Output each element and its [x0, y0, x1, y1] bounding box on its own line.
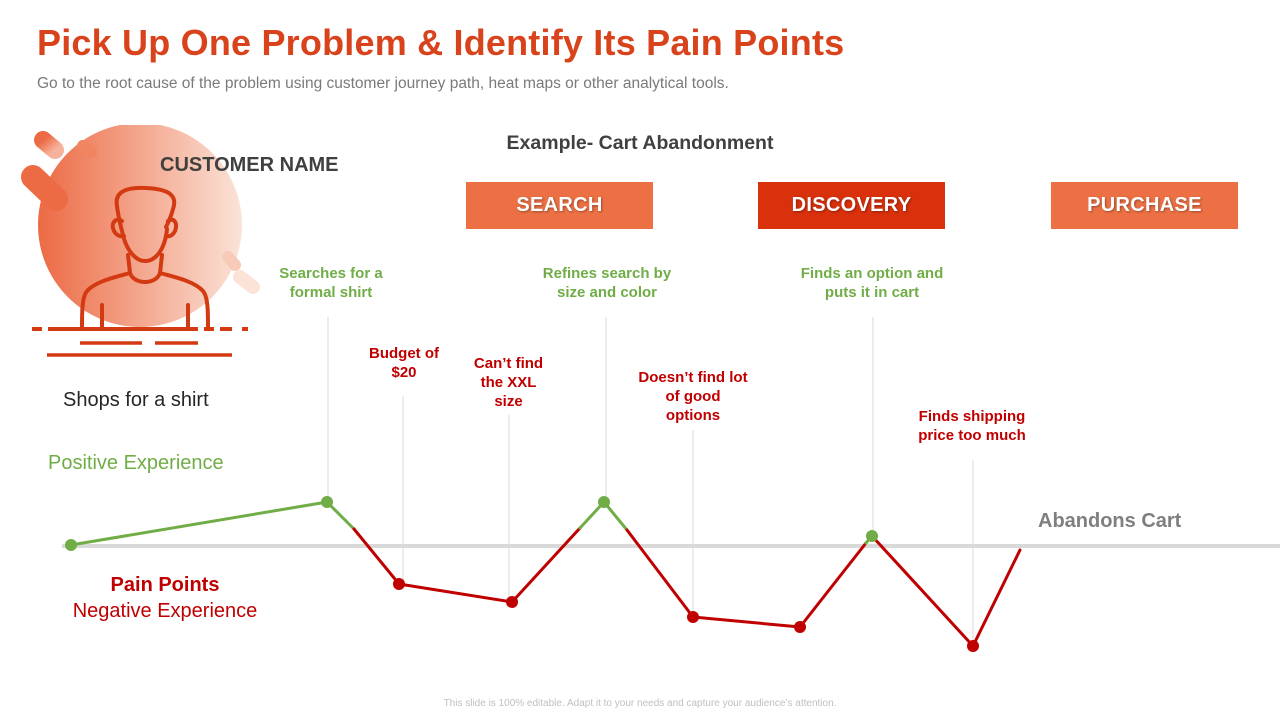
stage-search: SEARCH: [466, 182, 653, 229]
journey-point-negative: [967, 640, 979, 652]
journey-point-positive: [598, 496, 610, 508]
customer-name-label: CUSTOMER NAME: [160, 154, 339, 176]
journey-point-negative: [506, 596, 518, 608]
journey-point-positive: [65, 539, 77, 551]
journey-segment-positive: [602, 500, 629, 532]
journey-segment-negative: [510, 526, 582, 604]
footer-note: This slide is 100% editable. Adapt it to…: [443, 698, 837, 709]
journey-point-negative: [687, 611, 699, 623]
event-label: Doesn’t find lot of good options: [638, 369, 748, 424]
journey-segment-negative: [352, 527, 401, 586]
positive-experience-label: Positive Experience: [48, 452, 224, 474]
journey-segment-negative: [397, 582, 514, 604]
pain-points-label: Pain Points: [110, 574, 220, 596]
event-label: Finds an option and puts it in cart: [800, 265, 944, 301]
journey-segment-negative: [870, 534, 975, 648]
end-label: Abandons Cart: [1038, 510, 1182, 532]
journey-point-negative: [393, 578, 405, 590]
journey-point-positive: [866, 530, 878, 542]
journey-segment-positive: [325, 500, 356, 531]
event-label: Searches for a formal shirt: [279, 265, 383, 301]
page-subtitle: Go to the root cause of the problem usin…: [37, 75, 729, 92]
start-label: Shops for a shirt: [63, 389, 209, 411]
event-label: Finds shipping price too much: [918, 408, 1026, 444]
journey-point-negative: [794, 621, 806, 633]
stage-discovery: DISCOVERY: [758, 182, 945, 229]
journey-segment-negative: [971, 548, 1022, 648]
journey-segment-positive: [69, 500, 329, 547]
journey-point-positive: [321, 496, 333, 508]
journey-segment-negative: [691, 615, 802, 629]
negative-experience-label: Negative Experience: [72, 600, 258, 622]
example-title: Example- Cart Abandonment: [506, 132, 774, 154]
customer-avatar-icon: [21, 125, 260, 357]
event-label: Refines search by size and color: [542, 265, 672, 301]
event-label: Budget of $20: [369, 345, 439, 381]
journey-segment-negative: [625, 528, 695, 619]
stage-purchase: PURCHASE: [1051, 182, 1238, 229]
journey-segment-negative: [798, 541, 868, 629]
event-label: Can’t find the XXL size: [473, 355, 544, 410]
page-title: Pick Up One Problem & Identify Its Pain …: [37, 22, 845, 63]
